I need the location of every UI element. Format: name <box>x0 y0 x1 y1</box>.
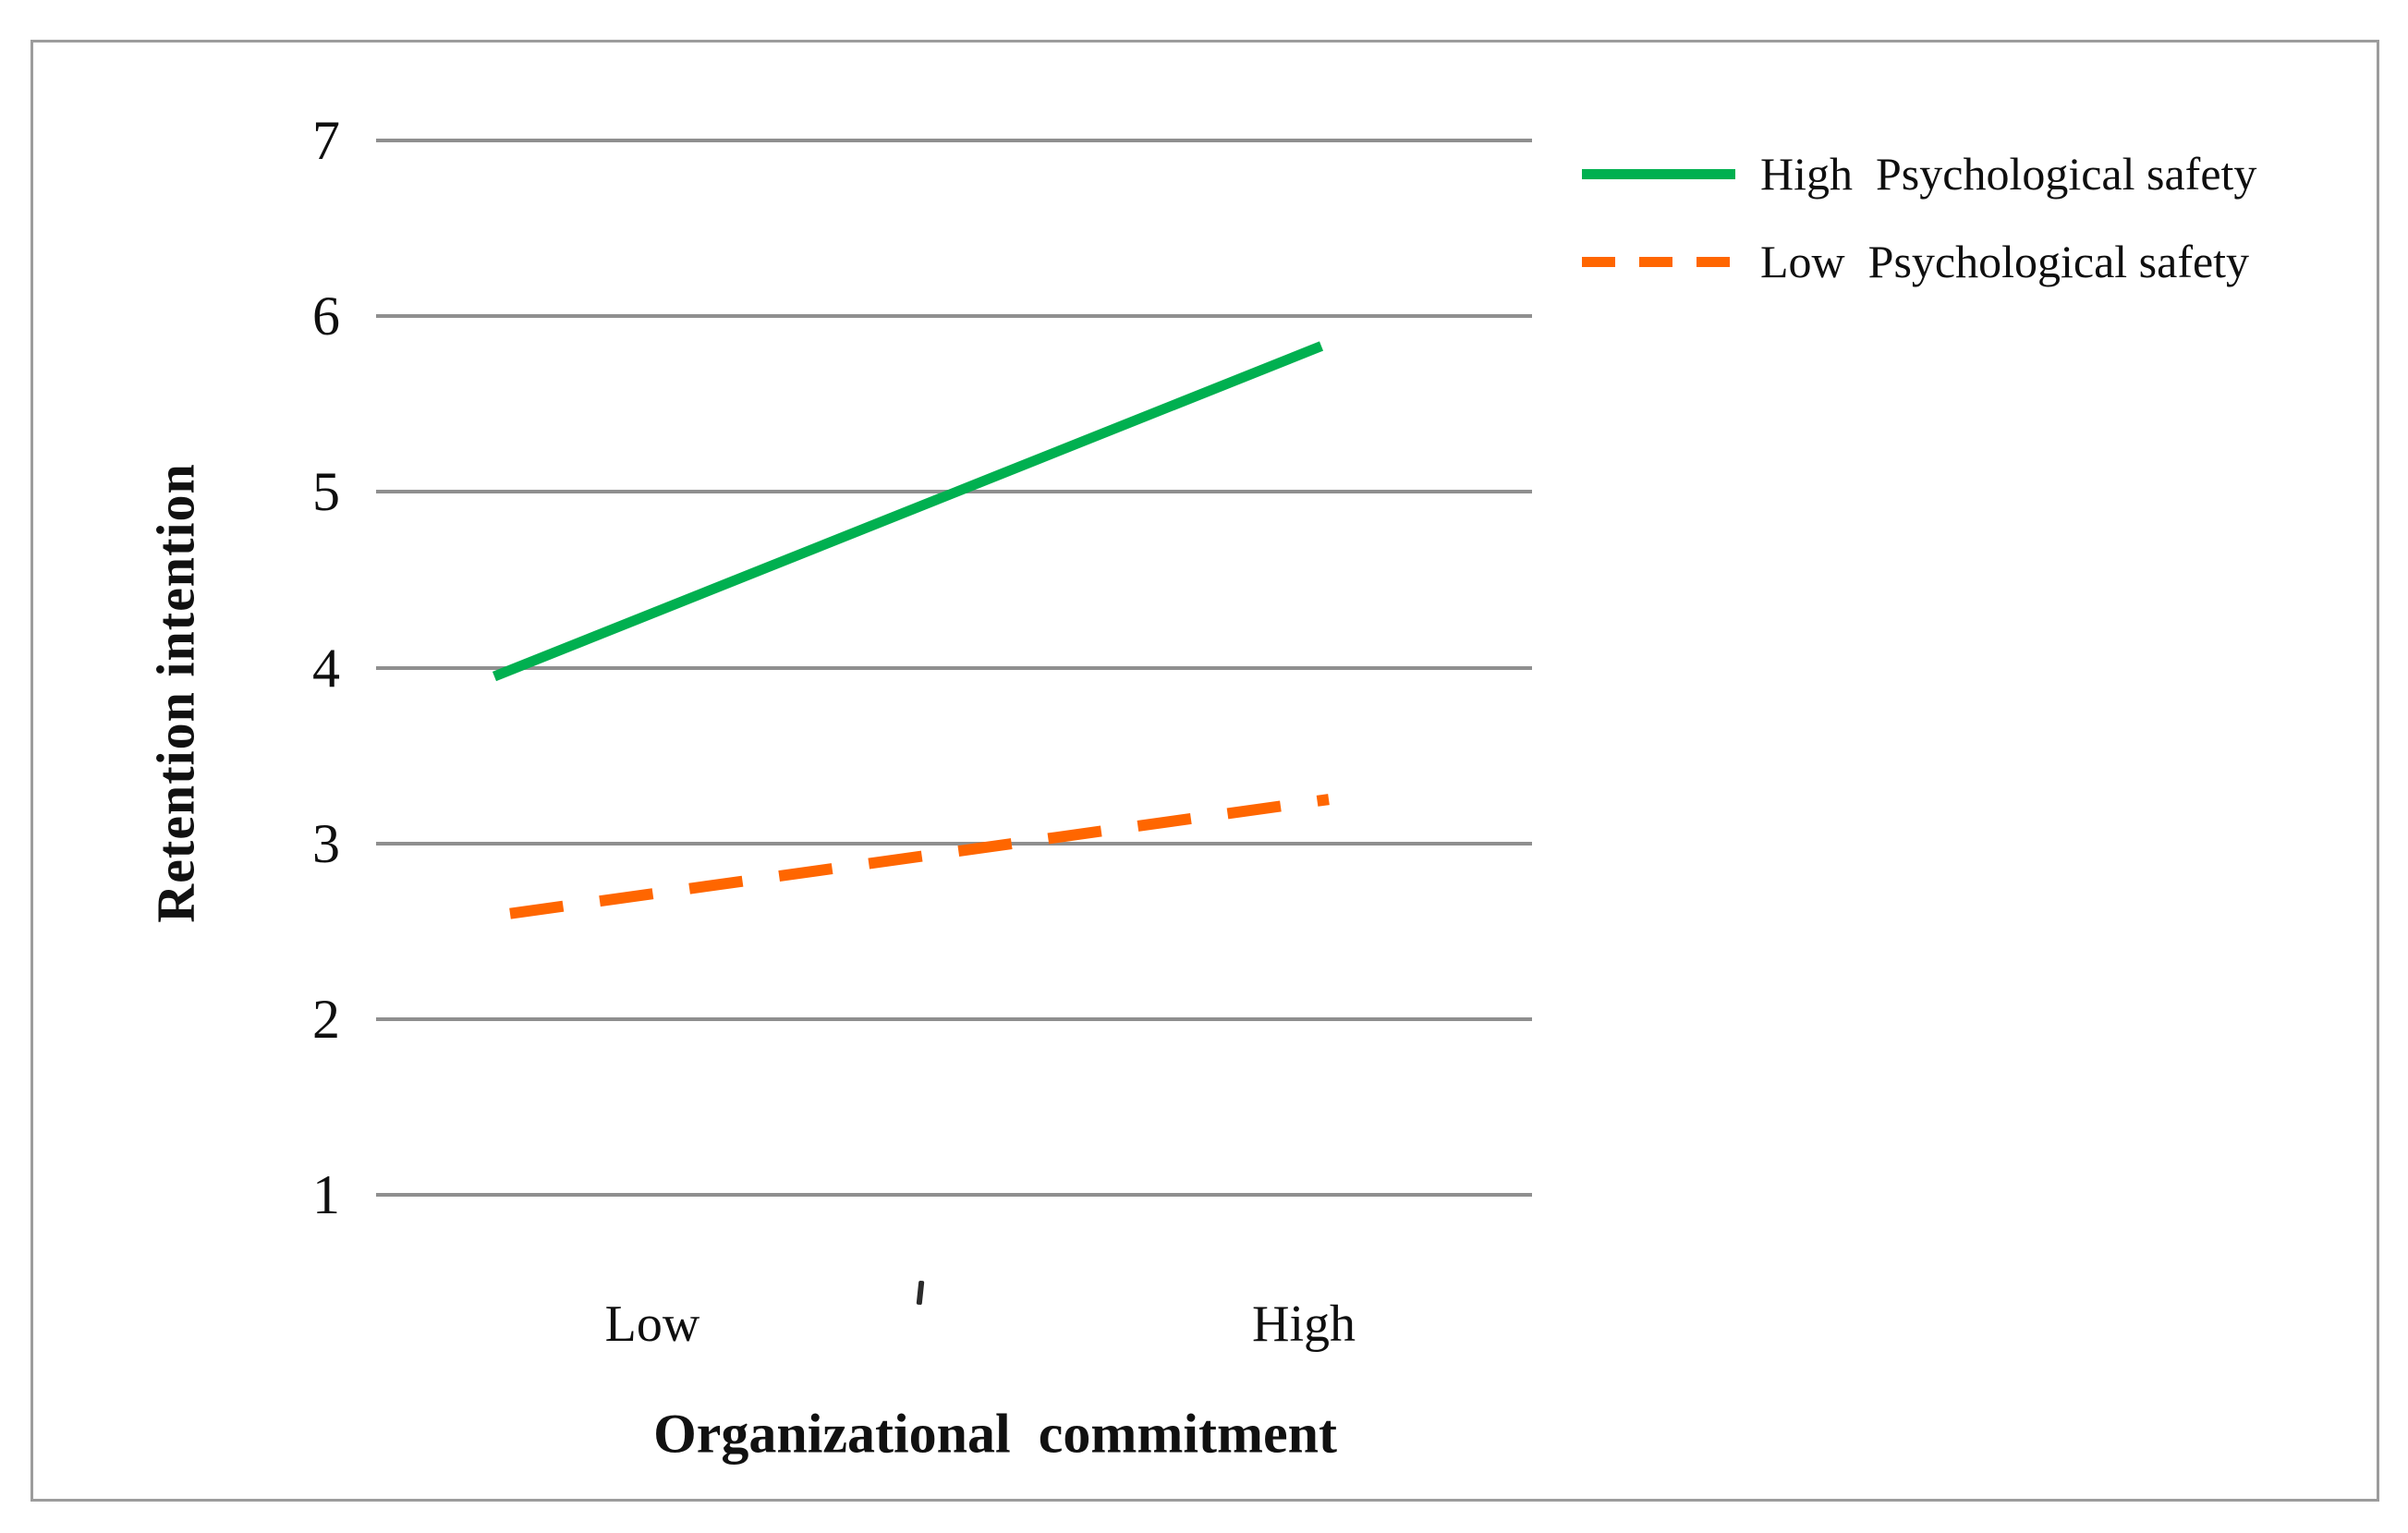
y-tick-label: 7 <box>312 110 340 171</box>
gridline <box>376 314 1532 319</box>
series-line-low-psych-safety <box>509 794 1330 919</box>
x-category-label-low: Low <box>604 1296 700 1353</box>
gridline <box>376 139 1532 142</box>
series-line-high-psych-safety <box>492 341 1324 682</box>
y-tick-label: 6 <box>312 286 340 347</box>
gridline <box>376 1016 1532 1021</box>
x-axis-title: Organizational commitment <box>653 1403 1337 1465</box>
legend-label: High Psychological safety <box>1760 148 2257 200</box>
legend-solid-line-sample <box>1582 168 1735 179</box>
y-tick-label: 2 <box>312 988 340 1050</box>
y-tick-label: 3 <box>312 812 340 874</box>
y-tick-label: 5 <box>312 461 340 523</box>
figure-border <box>30 40 2379 1502</box>
gridline <box>376 841 1532 846</box>
y-tick-label: 1 <box>312 1164 340 1225</box>
y-tick-label: 4 <box>312 637 340 699</box>
legend-dashed-line-sample <box>1582 256 1735 267</box>
gridline <box>376 665 1532 670</box>
legend-label: Low Psychological safety <box>1760 236 2250 287</box>
gridline <box>376 1193 1532 1197</box>
x-category-label-high: High <box>1252 1296 1356 1353</box>
